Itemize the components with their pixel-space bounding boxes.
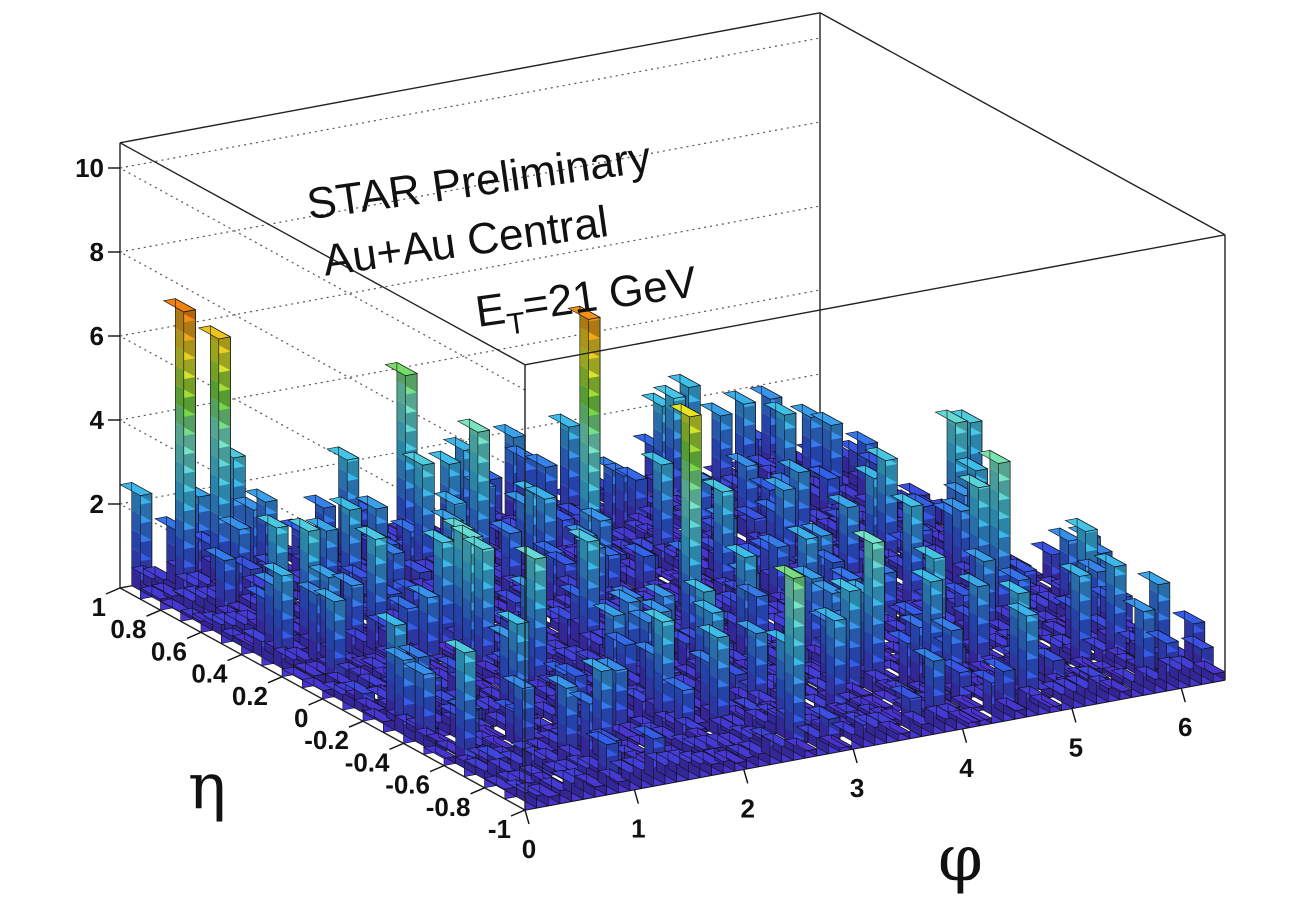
x-axis-label: φ bbox=[938, 822, 983, 896]
bar bbox=[573, 773, 608, 798]
annotation-block: STAR Preliminary Au+Au Central ET=21 GeV bbox=[304, 133, 701, 342]
bar bbox=[912, 647, 946, 735]
bar bbox=[1098, 678, 1133, 700]
bar bbox=[585, 730, 620, 796]
y-axis-label: η bbox=[188, 750, 226, 824]
z-tick-label: 6 bbox=[90, 321, 104, 351]
z-tick-label: 2 bbox=[90, 489, 104, 519]
bar bbox=[851, 529, 886, 702]
y-tick-label: 0.4 bbox=[191, 659, 228, 689]
bar bbox=[734, 619, 769, 723]
bar bbox=[422, 744, 457, 766]
bar bbox=[1093, 553, 1128, 672]
x-tick-label: 2 bbox=[741, 793, 755, 823]
y-tick-label: 0 bbox=[294, 703, 308, 733]
bar bbox=[818, 734, 853, 752]
bar bbox=[362, 708, 396, 733]
annotation-et-value: =21 GeV bbox=[520, 257, 701, 330]
tick-labels: 012345610.80.60.40.20-0.2-0.4-0.6-0.8-12… bbox=[75, 153, 1192, 864]
bar bbox=[947, 709, 981, 729]
bar bbox=[956, 573, 991, 682]
bar bbox=[632, 725, 666, 787]
annotation-et-sub: T bbox=[505, 307, 528, 342]
bar bbox=[993, 697, 1028, 720]
bar bbox=[690, 750, 725, 776]
y-tick-label: -0.2 bbox=[304, 725, 349, 755]
bar bbox=[783, 737, 818, 759]
y-tick-label: -0.6 bbox=[385, 770, 430, 800]
x-tick-label: 6 bbox=[1178, 712, 1192, 742]
z-tick-label: 4 bbox=[90, 405, 105, 435]
z-tick-label: 8 bbox=[90, 237, 104, 267]
bar bbox=[1192, 660, 1226, 683]
z-tick-label: 10 bbox=[75, 153, 104, 183]
y-tick-label: 0.6 bbox=[151, 636, 187, 666]
x-tick-label: 3 bbox=[850, 773, 864, 803]
x-tick-label: 1 bbox=[631, 814, 645, 844]
bar bbox=[483, 775, 518, 800]
y-tick-label: -0.4 bbox=[345, 747, 390, 777]
x-tick-label: 0 bbox=[522, 834, 536, 864]
y-tick-label: 0.2 bbox=[232, 681, 268, 711]
front-frame bbox=[119, 12, 1226, 810]
bar bbox=[877, 720, 911, 742]
y-tick-label: 0.8 bbox=[110, 614, 146, 644]
bar bbox=[461, 535, 496, 685]
x-tick-label: 4 bbox=[959, 753, 974, 783]
bars-group bbox=[119, 298, 1226, 811]
annotation-et-prefix: E bbox=[472, 284, 508, 337]
x-tick-label: 5 bbox=[1069, 732, 1083, 762]
y-tick-label: -0.8 bbox=[426, 792, 471, 822]
bar bbox=[813, 607, 848, 724]
bar bbox=[1028, 693, 1063, 713]
y-tick-label: 1 bbox=[92, 592, 106, 622]
bar bbox=[597, 768, 631, 794]
bar bbox=[301, 676, 336, 700]
bar bbox=[260, 562, 295, 678]
y-tick-label: -1 bbox=[488, 814, 511, 844]
bar bbox=[807, 705, 841, 755]
